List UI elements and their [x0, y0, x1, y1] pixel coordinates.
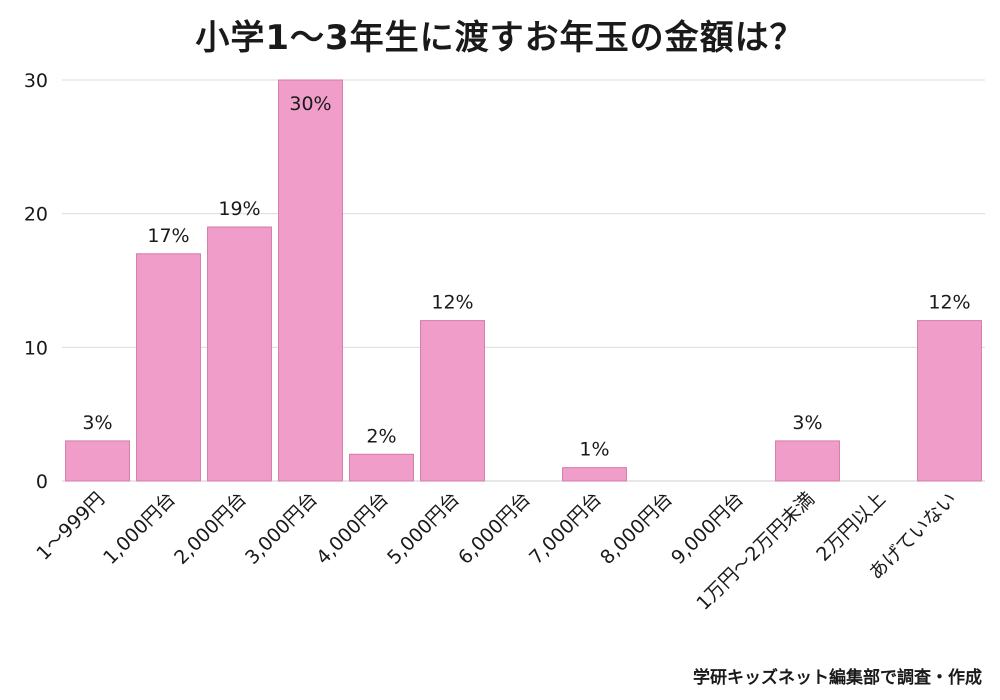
data-label: 3%: [82, 412, 112, 434]
data-label: 3%: [792, 412, 822, 434]
x-tick-label: 2,000円台: [170, 488, 251, 569]
bar: [65, 440, 130, 482]
y-tick-label: 20: [24, 204, 48, 226]
x-tick-label: 4,000円台: [312, 488, 393, 569]
data-label: 17%: [147, 225, 189, 247]
bar: [562, 467, 627, 482]
x-tick-label: 1,000円台: [99, 488, 180, 569]
bar: [278, 79, 343, 482]
credit-note: 学研キッズネット編集部で調査・作成: [693, 668, 982, 688]
data-label: 12%: [928, 292, 970, 314]
x-tick-label: 7,000円台: [525, 488, 606, 569]
data-label: 2%: [366, 425, 396, 447]
data-label: 19%: [218, 198, 260, 220]
data-label: 12%: [431, 292, 473, 314]
x-tick-label: 5,000円台: [383, 488, 464, 569]
data-label: 30%: [289, 93, 331, 115]
y-tick-label: 0: [36, 471, 48, 493]
bar: [207, 226, 272, 482]
y-tick-label: 30: [24, 70, 48, 92]
x-tick-label: 1万円〜2万円未満: [692, 488, 819, 615]
x-tick-label: 6,000円台: [454, 488, 535, 569]
bar: [775, 440, 840, 482]
bar: [420, 320, 485, 482]
y-tick-label: 10: [24, 337, 48, 359]
x-tick-label: 3,000円台: [241, 488, 322, 569]
bar: [136, 253, 201, 482]
x-tick-label: 8,000円台: [596, 488, 677, 569]
x-tick-label: 1〜999円: [32, 488, 109, 565]
bar: [917, 320, 982, 482]
chart-title: 小学1〜3年生に渡すお年玉の金額は？: [195, 18, 805, 58]
data-label: 1%: [579, 439, 609, 461]
bar: [349, 453, 414, 482]
